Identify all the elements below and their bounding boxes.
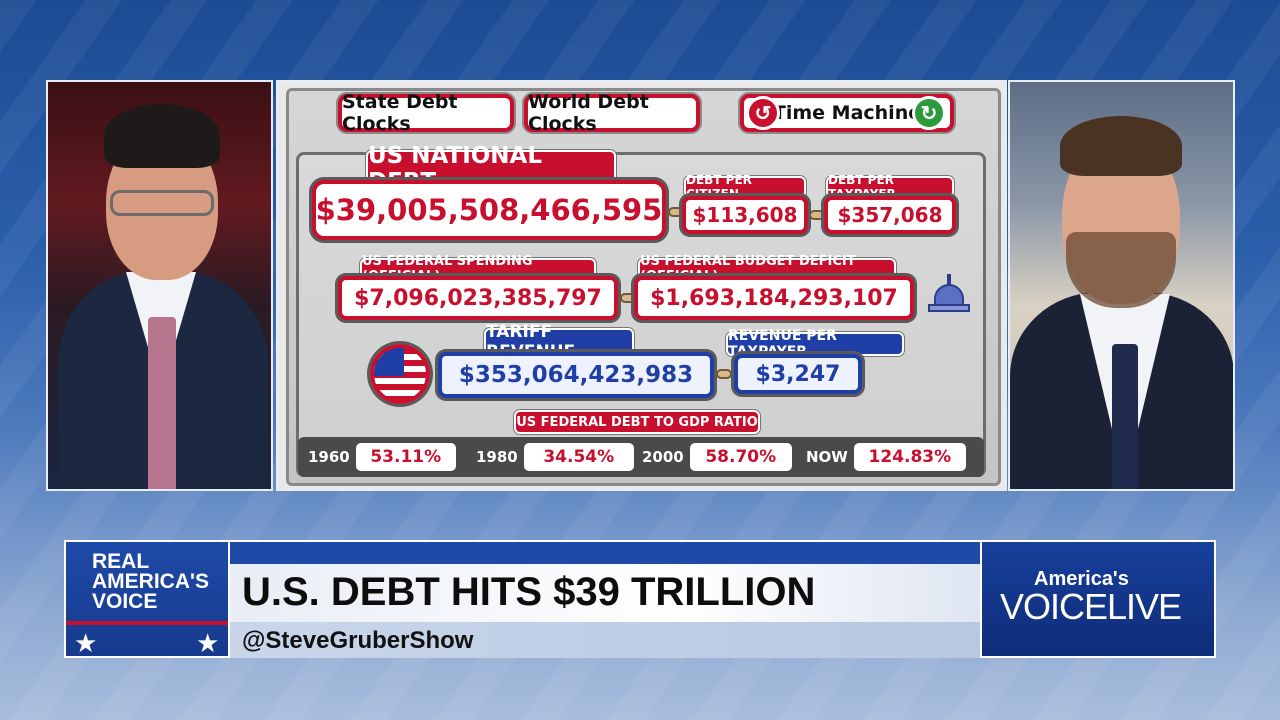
debt-clock-panel: State Debt Clocks World Debt Clocks Time… [276,80,1007,491]
debt-per-citizen-label: DEBT PER CITIZEN [684,173,806,201]
gdp-ratio-item: 2000 58.70% [638,441,792,473]
gdp-ratio-item: NOW 124.83% [802,441,966,473]
tariff-revenue-value: $353,064,423,983 [438,352,714,398]
debt-per-taxpayer-value: $357,068 [824,196,956,234]
undo-arrow-icon[interactable]: ↺ [746,96,780,130]
social-handle: @SteveGruberShow [242,627,474,654]
world-debt-clocks-button[interactable]: World Debt Clocks [524,91,700,135]
gdp-year: 1980 [476,448,518,466]
brand-small: America's [1034,568,1129,590]
gdp-year: 1960 [308,448,350,466]
logo-text: REAL AMERICA'S VOICE [92,550,209,613]
us-flag-icon [370,344,430,404]
capitol-dome-icon [928,270,970,314]
gdp-ratio-item: 1980 34.54% [472,441,634,473]
left-host-video [46,80,273,491]
federal-spending-value: $7,096,023,385,797 [338,276,618,320]
national-debt-value: $39,005,508,466,595 [312,180,666,240]
revenue-per-taxpayer-label: REVENUE PER TAXPAYER [726,328,904,360]
lower-third-banner: U.S. DEBT HITS $39 TRILLION @SteveGruber… [230,540,980,658]
connector [716,369,732,379]
headline: U.S. DEBT HITS $39 TRILLION [242,570,816,614]
gdp-ratio-bar: 1960 53.11% 1980 34.54% 2000 58.70% NOW … [298,437,984,477]
federal-spending-label: US FEDERAL SPENDING (OFFICIAL) [360,254,596,284]
time-machine-label: Time Machine [772,102,922,124]
gdp-value: 34.54% [523,443,634,471]
gdp-ratio-label: US FEDERAL DEBT TO GDP RATIO [514,410,760,434]
brand-big: VOICELIVE [1000,586,1182,627]
real-americas-voice-logo: REAL AMERICA'S VOICE ★ ★ [64,540,230,658]
americas-voice-live-logo: America's VOICELIVE [980,540,1216,658]
redo-arrow-icon[interactable]: ↻ [912,96,946,130]
star-icon: ★ [74,628,98,658]
gdp-year: NOW [806,448,848,466]
gdp-value: 58.70% [689,443,792,471]
star-icon: ★ [196,628,220,658]
gdp-ratio-item: 1960 53.11% [304,441,456,473]
connector [809,210,825,220]
gdp-year: 2000 [642,448,684,466]
revenue-per-taxpayer-value: $3,247 [734,354,862,394]
gdp-value: 53.11% [355,443,456,471]
right-guest-video [1008,80,1235,491]
debt-per-taxpayer-label: DEBT PER TAXPAYER [826,173,954,201]
gdp-value: 124.83% [853,443,966,471]
budget-deficit-value: $1,693,184,293,107 [634,276,914,320]
state-debt-clocks-button[interactable]: State Debt Clocks [338,91,514,135]
debt-per-citizen-value: $113,608 [682,196,808,234]
